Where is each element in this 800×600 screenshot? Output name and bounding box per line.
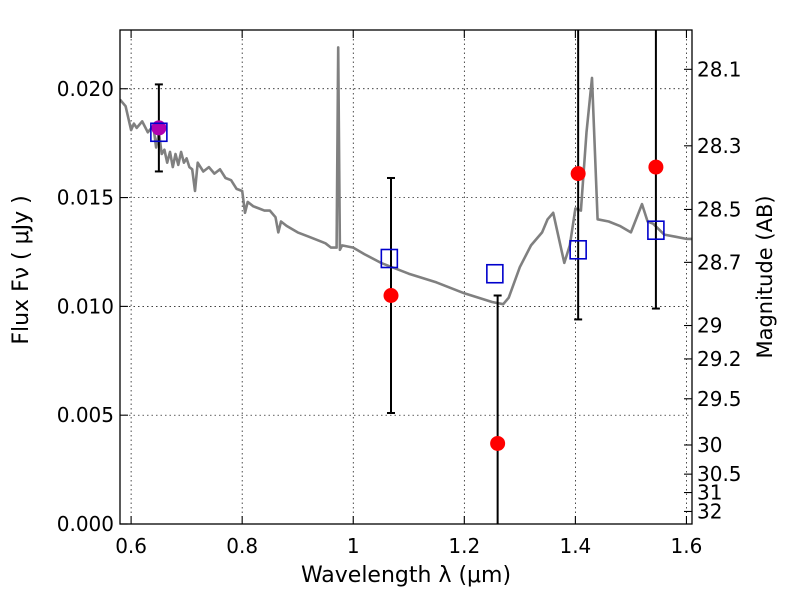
y-tick-label: 0.000 (57, 512, 114, 536)
synthetic-point (647, 220, 665, 241)
magnitude-tick-label: 28.5 (697, 197, 742, 221)
observed-point (648, 159, 664, 175)
y-axis-label: Flux Fν ( μJy ) (9, 195, 34, 344)
magnitude-axis-label: Magnitude (AB) (753, 195, 777, 358)
y-tick-label: 0.010 (57, 294, 114, 318)
observed-point (151, 120, 167, 136)
x-tick-label: 1 (347, 534, 360, 558)
magnitude-tick-label: 32 (697, 499, 722, 523)
observed-point (383, 287, 399, 303)
magnitude-tick-label: 31 (697, 481, 722, 505)
x-tick-label: 0.6 (115, 534, 147, 558)
y-tick-label: 0.020 (57, 77, 114, 101)
grid-lines (120, 30, 692, 524)
x-tick-label: 1.2 (448, 534, 480, 558)
plot-background (120, 30, 692, 524)
magnitude-tick-label: 28.7 (697, 250, 742, 274)
observed-point (490, 435, 506, 451)
x-tick-label: 1.6 (671, 534, 703, 558)
x-tick-labels: 0.6 0.8 1 1.2 1.4 1.6 (115, 534, 702, 558)
synthetic-point (569, 239, 587, 260)
y-tick-label: 0.015 (57, 186, 114, 210)
magnitude-tick-label: 28.1 (697, 57, 742, 81)
y-tick-labels: 0.000 0.005 0.010 0.015 0.020 (57, 77, 114, 536)
synthetic-point (150, 122, 168, 143)
magnitude-tick-label: 28.3 (697, 134, 742, 158)
plot-frame (119, 29, 693, 525)
plot-area (120, 30, 692, 524)
magnitude-tick-label: 29 (697, 314, 722, 338)
x-tick-label: 0.8 (226, 534, 258, 558)
magnitude-tick-label: 29.2 (697, 347, 742, 371)
y-tick-label: 0.005 (57, 403, 114, 427)
synthetic-point (486, 263, 504, 284)
synthetic-point (380, 248, 399, 269)
magnitude-tick-label: 29.5 (697, 387, 742, 411)
magnitude-tick-label: 30 (697, 433, 722, 457)
x-tick-label: 1.4 (559, 534, 591, 558)
x-axis-label: Wavelength λ (μm) (301, 563, 511, 588)
observed-point (570, 166, 586, 182)
axis-ticks (120, 30, 692, 525)
magnitude-tick-label: 30.5 (697, 462, 742, 486)
